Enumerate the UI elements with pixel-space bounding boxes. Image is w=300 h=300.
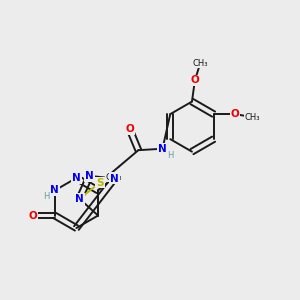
Text: N: N [72,173,81,183]
Text: N: N [50,185,59,196]
Text: O: O [28,211,37,220]
Text: S: S [96,178,104,188]
Text: O: O [190,75,199,85]
Text: H: H [43,193,50,202]
Text: O: O [125,124,134,134]
Text: CH₃: CH₃ [192,59,208,68]
Text: N: N [110,173,119,184]
Text: CH₃: CH₃ [106,173,123,182]
Text: N: N [158,144,167,154]
Text: CH₃: CH₃ [245,112,260,122]
Text: N: N [75,194,84,204]
Text: N: N [85,171,94,181]
Text: H: H [168,151,174,160]
Text: O: O [230,109,239,119]
